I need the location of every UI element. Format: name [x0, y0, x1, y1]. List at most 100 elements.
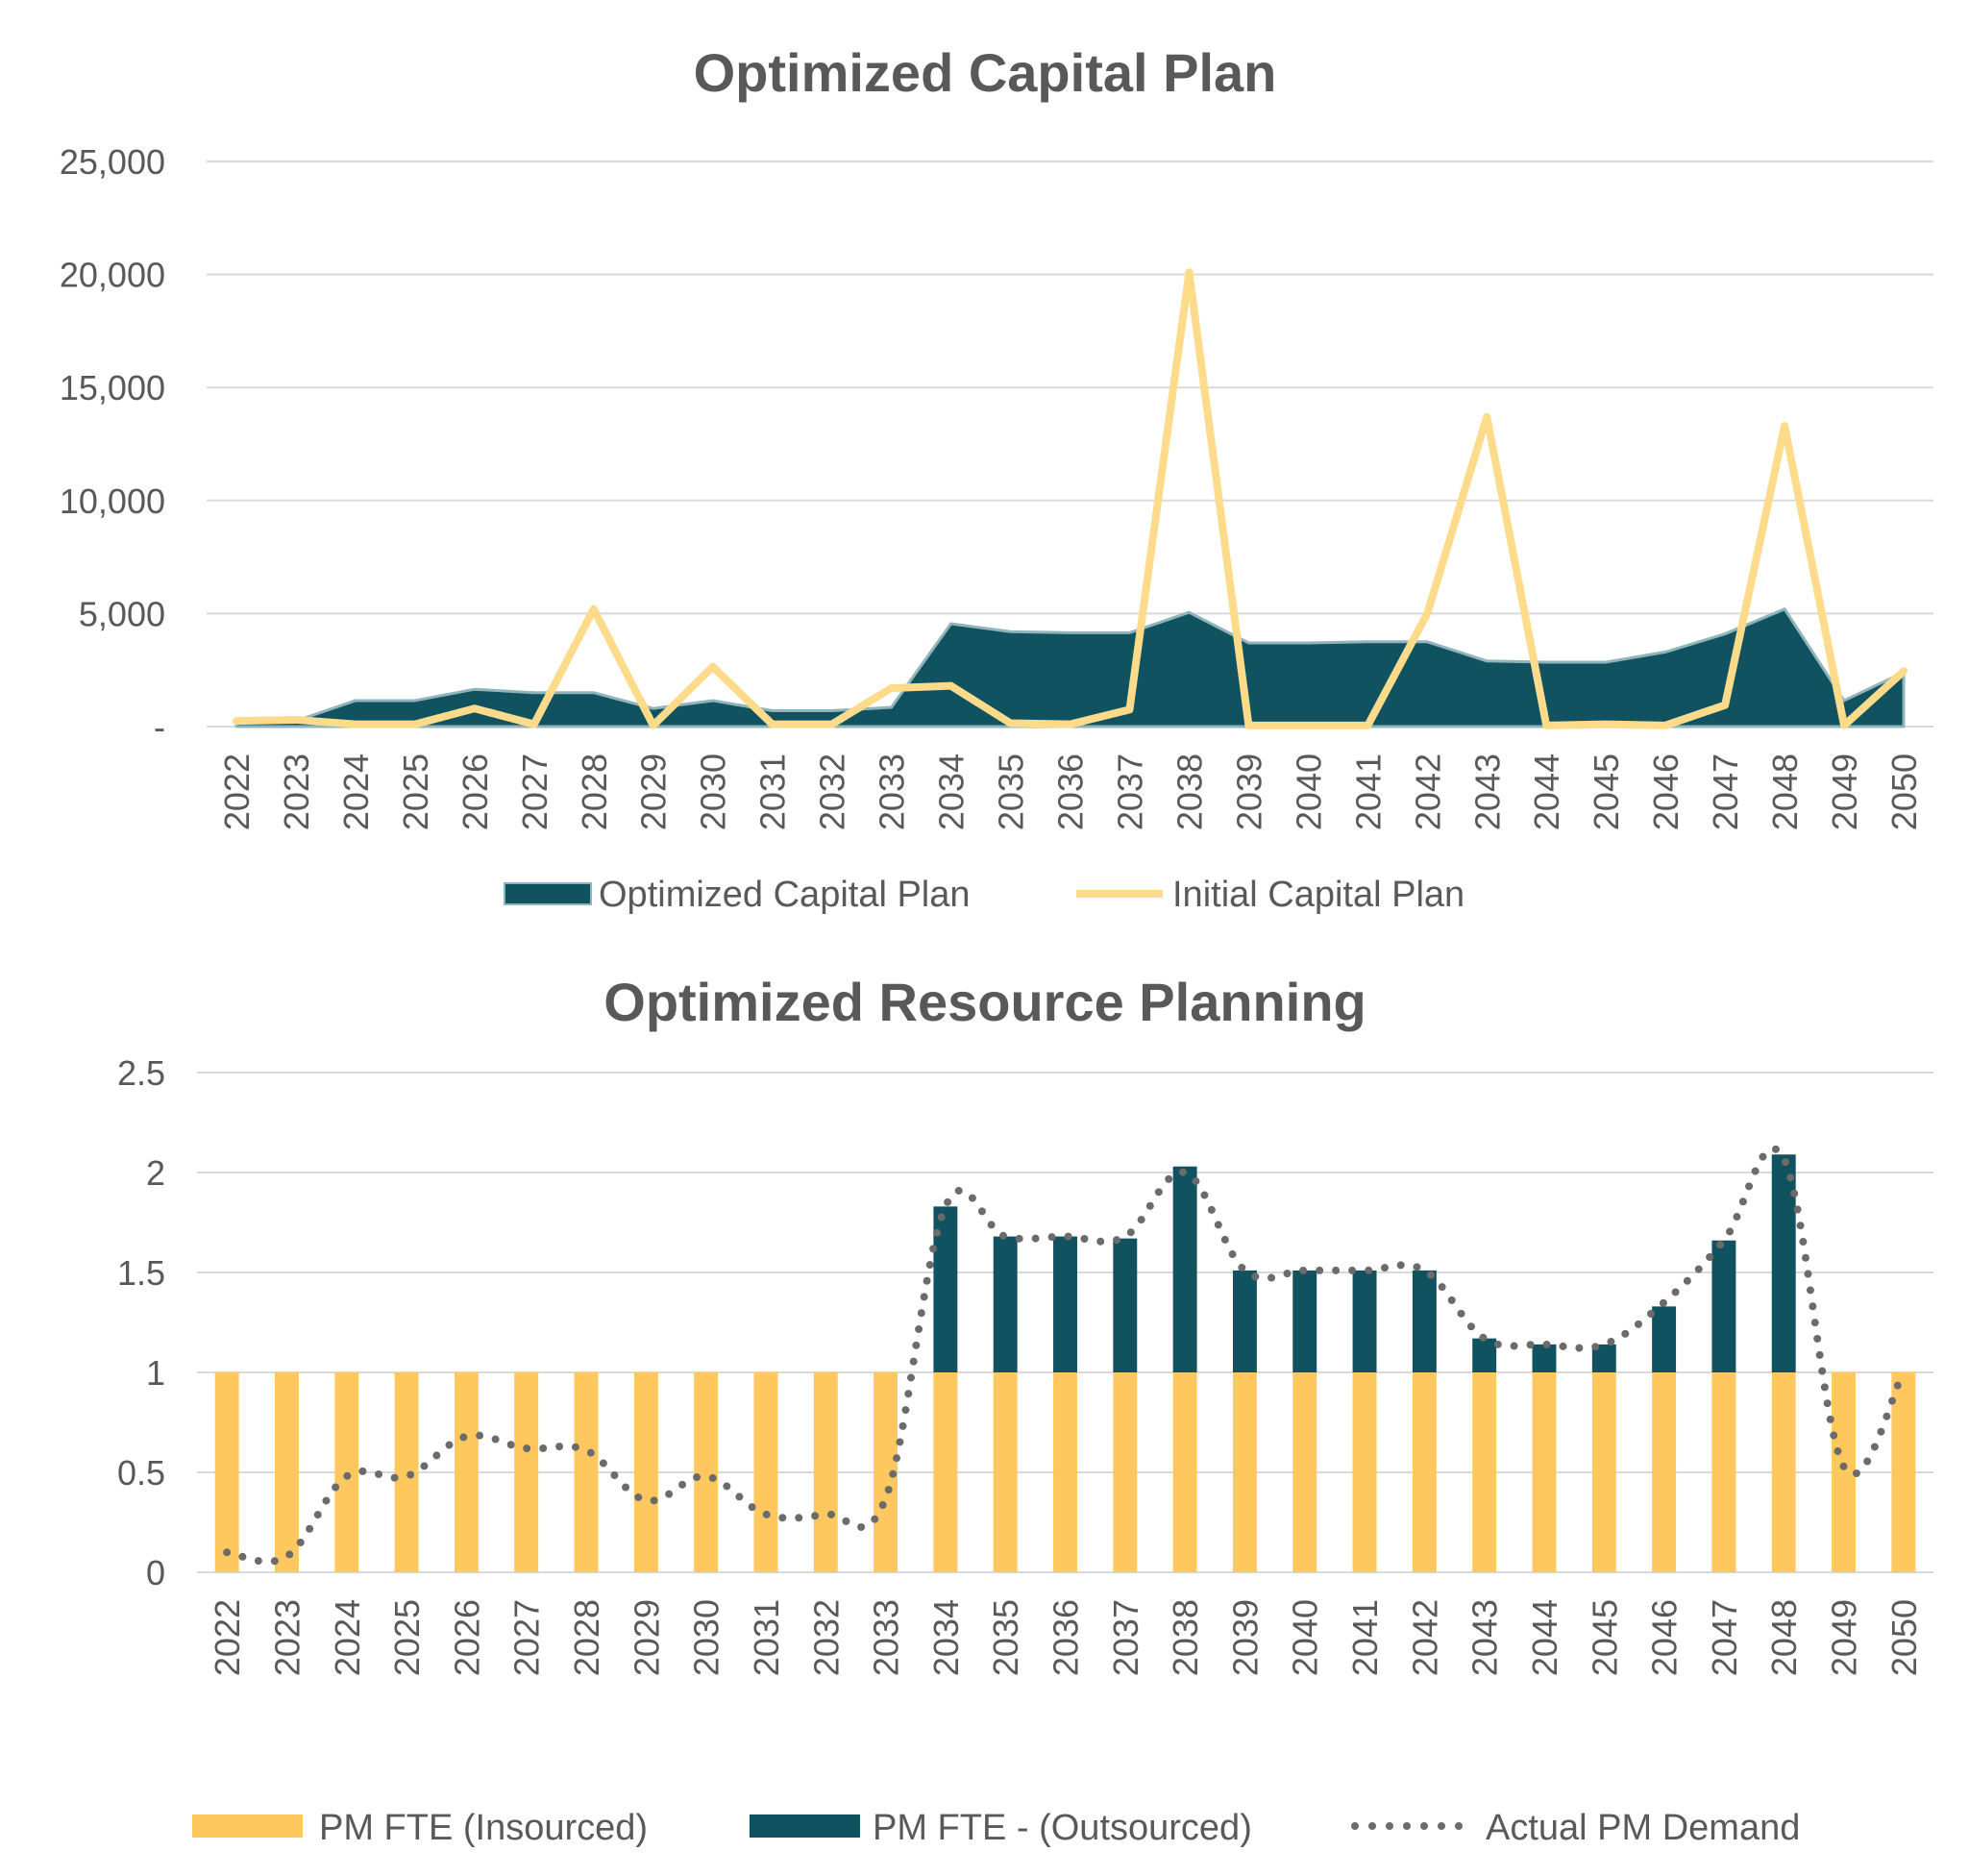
bar-insourced-2031	[753, 1372, 778, 1572]
capital-plan-x-axis: 2022 2023 2024 2025 2026 2027 2028 2029 2030 2031…	[217, 753, 1924, 830]
bar-insourced-2029	[633, 1372, 658, 1572]
bar-insourced-2028	[574, 1372, 599, 1572]
bar-outsourced-2042	[1412, 1270, 1437, 1372]
x-tick-label: 2027	[515, 753, 554, 830]
x-tick-label: 2044	[1527, 753, 1566, 830]
bar-insourced-2050	[1891, 1372, 1916, 1572]
x-tick-label: 2042	[1405, 1599, 1444, 1676]
y-tick-label: 10,000	[60, 481, 165, 521]
x-tick-label: 2039	[1225, 1599, 1265, 1676]
x-tick-label: 2033	[873, 753, 912, 830]
y-tick-label: 0	[146, 1553, 165, 1592]
x-tick-label: 2046	[1646, 753, 1686, 830]
x-tick-label: 2034	[926, 1599, 966, 1676]
x-tick-label: 2048	[1764, 1599, 1804, 1676]
x-tick-label: 2046	[1645, 1599, 1685, 1676]
x-tick-label: 2042	[1408, 753, 1447, 830]
bar-insourced-2022	[214, 1372, 239, 1572]
bar-outsourced-2047	[1711, 1240, 1736, 1372]
bar-insourced-2036	[1053, 1372, 1077, 1572]
bar-insourced-2032	[813, 1372, 838, 1572]
bar-outsourced-2038	[1172, 1166, 1197, 1372]
capital-plan-area-layer	[234, 607, 1906, 728]
bar-outsourced-2040	[1292, 1270, 1317, 1372]
bar-insourced-2043	[1472, 1372, 1497, 1572]
legend-label-actual-pm-demand: Actual PM Demand	[1486, 1808, 1800, 1848]
legend-swatch-pm-fte-insourced	[192, 1814, 303, 1838]
x-tick-label: 2035	[992, 753, 1031, 830]
x-tick-label: 2022	[208, 1599, 247, 1676]
resource-planning-x-axis: 2022 2023 2024 2025 2026 2027 2028 2029 2030 2031…	[208, 1599, 1924, 1676]
x-tick-label: 2025	[396, 753, 435, 830]
bar-insourced-2025	[394, 1372, 419, 1572]
bar-outsourced-2048	[1771, 1154, 1796, 1372]
bar-outsourced-2043	[1472, 1338, 1497, 1372]
x-tick-label: 2034	[932, 753, 972, 830]
y-tick-label: 20,000	[60, 256, 165, 295]
capital-plan-y-axis: - 5,000 10,000 15,000 20,000 25,000	[60, 142, 165, 747]
x-tick-label: 2028	[575, 753, 614, 830]
x-tick-label: 2038	[1169, 753, 1209, 830]
x-tick-label: 2040	[1286, 1599, 1325, 1676]
legend-label-initial-capital-plan: Initial Capital Plan	[1172, 875, 1464, 915]
x-tick-label: 2047	[1706, 753, 1745, 830]
resource-planning-bars-layer	[214, 1154, 1916, 1572]
capital-plan-legend: Optimized Capital Plan Initial Capital P…	[504, 875, 1464, 915]
x-tick-label: 2040	[1289, 753, 1328, 830]
bar-outsourced-2041	[1352, 1270, 1377, 1372]
y-tick-label: 2.5	[117, 1053, 165, 1093]
legend-label-pm-fte-outsourced: PM FTE - (Outsourced)	[873, 1808, 1252, 1848]
bar-insourced-2041	[1352, 1372, 1377, 1572]
x-tick-label: 2026	[447, 1599, 486, 1676]
bar-insourced-2027	[514, 1372, 539, 1572]
capital-plan-line-layer	[232, 268, 1908, 729]
bar-insourced-2044	[1532, 1372, 1557, 1572]
x-tick-label: 2029	[634, 753, 674, 830]
x-tick-label: 2041	[1348, 753, 1388, 830]
x-tick-label: 2049	[1825, 753, 1864, 830]
y-tick-label: 0.5	[117, 1453, 165, 1493]
y-tick-label: 2	[146, 1153, 165, 1193]
legend-swatch-pm-fte-outsourced	[750, 1814, 860, 1838]
bar-insourced-2039	[1232, 1372, 1257, 1572]
y-tick-label: 1.5	[117, 1253, 165, 1293]
bar-insourced-2045	[1591, 1372, 1616, 1572]
bar-outsourced-2037	[1113, 1238, 1138, 1372]
bar-outsourced-2044	[1532, 1344, 1557, 1372]
x-tick-label: 2044	[1525, 1599, 1564, 1676]
bar-insourced-2048	[1771, 1372, 1796, 1572]
x-tick-label: 2024	[336, 753, 376, 830]
x-tick-label: 2031	[753, 753, 793, 830]
bar-insourced-2040	[1292, 1372, 1317, 1572]
x-tick-label: 2039	[1229, 753, 1268, 830]
x-tick-label: 2036	[1051, 753, 1091, 830]
x-tick-label: 2045	[1585, 1599, 1624, 1676]
x-tick-label: 2037	[1110, 753, 1149, 830]
bar-insourced-2034	[933, 1372, 958, 1572]
y-tick-label: 1	[146, 1353, 165, 1393]
bar-insourced-2030	[694, 1372, 719, 1572]
x-tick-label: 2030	[694, 753, 733, 830]
legend-label-optimized-capital-plan: Optimized Capital Plan	[599, 875, 971, 915]
resource-planning-title: Optimized Resource Planning	[603, 972, 1366, 1032]
x-tick-label: 2043	[1465, 1599, 1505, 1676]
x-tick-label: 2038	[1166, 1599, 1205, 1676]
resource-planning-chart: Optimized Resource Planning 0 0.5 1 1.5 2 2.5…	[117, 972, 1933, 1848]
bar-outsourced-2039	[1232, 1270, 1257, 1372]
resource-planning-demand-layer	[223, 1145, 1907, 1566]
x-tick-label: 2033	[867, 1599, 906, 1676]
x-tick-label: 2041	[1345, 1599, 1385, 1676]
x-tick-label: 2045	[1587, 753, 1626, 830]
legend-swatch-optimized-capital-plan	[504, 882, 592, 905]
x-tick-label: 2037	[1106, 1599, 1145, 1676]
bar-outsourced-2046	[1652, 1306, 1677, 1372]
bar-insourced-2046	[1652, 1372, 1677, 1572]
x-tick-label: 2050	[1884, 1599, 1924, 1676]
y-tick-label: 15,000	[60, 368, 165, 407]
capital-plan-title: Optimized Capital Plan	[694, 42, 1277, 103]
x-tick-label: 2023	[267, 1599, 307, 1676]
bar-outsourced-2035	[993, 1236, 1018, 1372]
y-tick-label: -	[154, 707, 165, 747]
x-tick-label: 2028	[567, 1599, 606, 1676]
x-tick-label: 2024	[328, 1599, 367, 1676]
